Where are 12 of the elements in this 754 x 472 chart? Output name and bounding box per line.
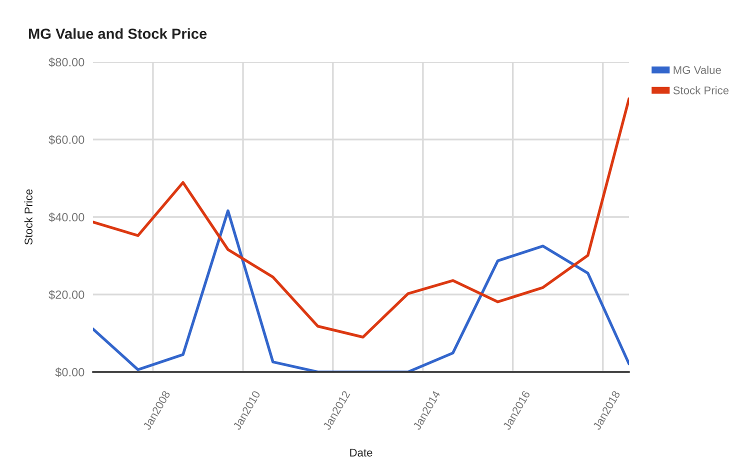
- x-axis-title: Date: [350, 448, 372, 457]
- y-tick-label: $20.00: [48, 290, 84, 300]
- legend-label: Stock Price: [673, 86, 729, 94]
- line-series: [93, 97, 629, 339]
- y-tick-label: $40.00: [48, 212, 84, 222]
- y-tick-label: $60.00: [48, 135, 84, 145]
- y-tick-label: $0.00: [55, 368, 84, 378]
- y-axis-title: Stock Price: [24, 189, 32, 245]
- chart-title: MG Value and Stock Price: [28, 28, 207, 39]
- y-tick-label: $80.00: [48, 58, 84, 68]
- legend-label: MG Value: [674, 66, 721, 74]
- line-series: [93, 209, 629, 372]
